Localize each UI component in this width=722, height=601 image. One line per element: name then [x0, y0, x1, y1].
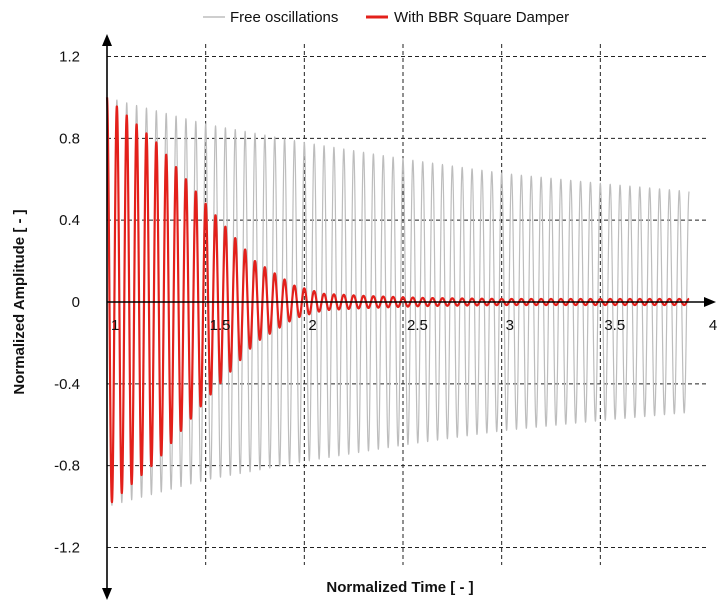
y-tick-label: 0.8 — [59, 130, 80, 147]
x-tick-label: 1 — [111, 317, 119, 334]
tick-labels: 1.2 0.8 0.4 0 -0.4 -0.8 -1.2 1 1.5 2 2.5 3 3.5 4 — [54, 48, 717, 556]
legend-label-free-oscillations: Free oscillations — [230, 9, 338, 26]
axes — [102, 34, 716, 600]
y-tick-label: 0 — [72, 294, 80, 311]
x-tick-label: 1.5 — [210, 317, 231, 334]
legend: Free oscillations With BBR Square Damper — [203, 9, 569, 26]
x-tick-label: 2 — [308, 317, 316, 334]
y-axis-arrow-bottom — [102, 588, 112, 600]
y-tick-label: 1.2 — [59, 48, 80, 65]
series-lines — [105, 97, 691, 506]
y-tick-label: -0.8 — [54, 458, 80, 475]
y-axis-arrow-top — [102, 34, 112, 46]
series-line-with-bbr-square-damper — [105, 97, 691, 504]
x-tick-label: 4 — [709, 317, 717, 334]
x-tick-label: 3.5 — [604, 317, 625, 334]
legend-label-with-bbr-square-damper: With BBR Square Damper — [394, 9, 569, 26]
x-tick-label: 2.5 — [407, 317, 428, 334]
x-tick-label: 3 — [506, 317, 514, 334]
y-tick-label: 0.4 — [59, 212, 80, 229]
y-tick-label: -1.2 — [54, 540, 80, 557]
x-axis-arrow — [704, 297, 716, 307]
x-axis-title: Normalized Time [ - ] — [326, 579, 473, 596]
y-axis-title: Normalized Amplitude [ - ] — [11, 209, 28, 394]
y-tick-label: -0.4 — [54, 376, 80, 393]
